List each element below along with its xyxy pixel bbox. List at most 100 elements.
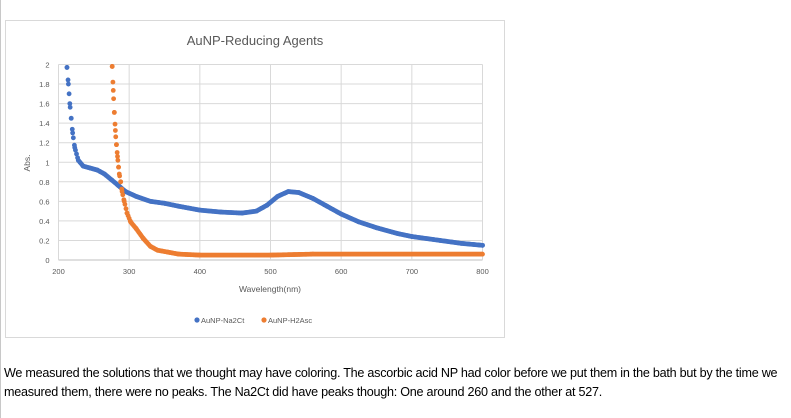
data-point: [68, 115, 74, 121]
data-point: [109, 177, 114, 183]
data-point: [123, 206, 129, 212]
data-point: [162, 200, 167, 206]
x-tick-label: 800: [476, 267, 489, 276]
caption-text: We measured the solutions that we though…: [4, 366, 778, 399]
data-point: [253, 208, 259, 214]
data-point: [268, 252, 273, 258]
y-tick-label: 0: [45, 256, 49, 265]
legend-label: AuNP-Na2Ct: [201, 316, 245, 325]
y-tick-label: 1.2: [39, 139, 49, 148]
data-point: [110, 88, 116, 93]
data-point: [115, 153, 120, 159]
data-point: [480, 242, 485, 248]
data-point: [275, 194, 280, 199]
data-point: [310, 251, 316, 257]
data-point: [118, 179, 124, 185]
y-tick-label: 1.4: [39, 119, 49, 128]
data-point: [176, 203, 182, 209]
data-point: [119, 189, 125, 194]
data-point: [197, 252, 203, 258]
chart-container: [5, 20, 505, 338]
x-tick-label: 600: [335, 267, 348, 276]
data-point: [102, 171, 107, 177]
data-point: [110, 79, 116, 85]
y-tick-label: 1: [45, 158, 49, 167]
data-point: [94, 167, 100, 173]
y-tick-label: 0.4: [39, 217, 49, 226]
data-point: [395, 231, 401, 237]
data-point: [409, 234, 415, 239]
page-left-border: [0, 0, 1, 418]
legend: AuNP-Na2Ct AuNP-H2Asc: [194, 316, 312, 325]
data-point: [356, 219, 362, 225]
data-point: [70, 130, 76, 136]
data-point: [218, 209, 224, 215]
data-point: [458, 240, 464, 246]
data-point: [64, 65, 70, 70]
y-tick-label: 1.6: [39, 100, 49, 109]
legend-label: AuNP-H2Asc: [268, 316, 312, 325]
data-point: [67, 101, 73, 106]
x-tick-label: 400: [194, 267, 207, 276]
data-point: [111, 109, 117, 115]
data-point: [75, 157, 81, 163]
data-point: [67, 104, 73, 110]
data-point: [114, 142, 119, 148]
data-point: [66, 91, 72, 97]
data-point: [72, 145, 78, 150]
data-point: [69, 126, 75, 132]
chart-title: AuNP-Reducing Agents: [187, 33, 324, 48]
data-point: [115, 157, 121, 163]
data-point: [111, 96, 117, 102]
x-axis-label: Wavelength(nm): [239, 284, 301, 294]
data-point: [147, 243, 153, 249]
data-point: [437, 238, 443, 243]
data-point: [114, 150, 120, 155]
data-point: [296, 190, 302, 195]
x-tick-label: 700: [406, 267, 419, 276]
data-point: [121, 198, 127, 204]
data-point: [264, 202, 270, 208]
data-point: [65, 77, 71, 83]
data-point: [124, 210, 130, 216]
x-tick-label: 200: [52, 267, 65, 276]
data-point: [128, 219, 133, 225]
series-aunp-na2ct: [64, 65, 485, 248]
data-point: [65, 81, 71, 87]
data-point: [324, 203, 330, 209]
y-axis-label: Abs.: [22, 154, 32, 171]
data-point: [116, 164, 121, 170]
data-point: [285, 189, 291, 194]
series-aunp-h2asc: [109, 64, 485, 258]
data-point: [80, 163, 86, 169]
data-point: [338, 211, 344, 217]
data-point: [116, 183, 121, 189]
y-tick-label: 0.2: [39, 236, 49, 245]
data-point: [133, 226, 139, 232]
x-tick-label: 500: [264, 267, 277, 276]
data-point: [480, 251, 485, 257]
data-point: [197, 207, 203, 213]
data-point: [140, 236, 146, 241]
data-point: [112, 128, 118, 133]
legend-marker: [194, 317, 200, 323]
data-point: [310, 196, 316, 201]
data-point: [70, 135, 76, 141]
data-point: [123, 189, 129, 194]
data-point: [155, 247, 160, 253]
data-point: [113, 134, 119, 140]
data-point: [165, 249, 171, 255]
x-tick-label: 300: [123, 267, 136, 276]
y-tick-label: 1.8: [39, 80, 49, 89]
data-point: [112, 121, 118, 127]
y-tick-label: 0.8: [39, 178, 49, 187]
data-point: [116, 171, 122, 177]
data-point: [133, 194, 139, 199]
data-point: [147, 198, 153, 204]
data-point: [239, 210, 245, 216]
data-point: [109, 64, 115, 69]
data-point: [87, 165, 93, 171]
y-tick-label: 2: [45, 61, 49, 70]
data-point: [374, 225, 379, 231]
